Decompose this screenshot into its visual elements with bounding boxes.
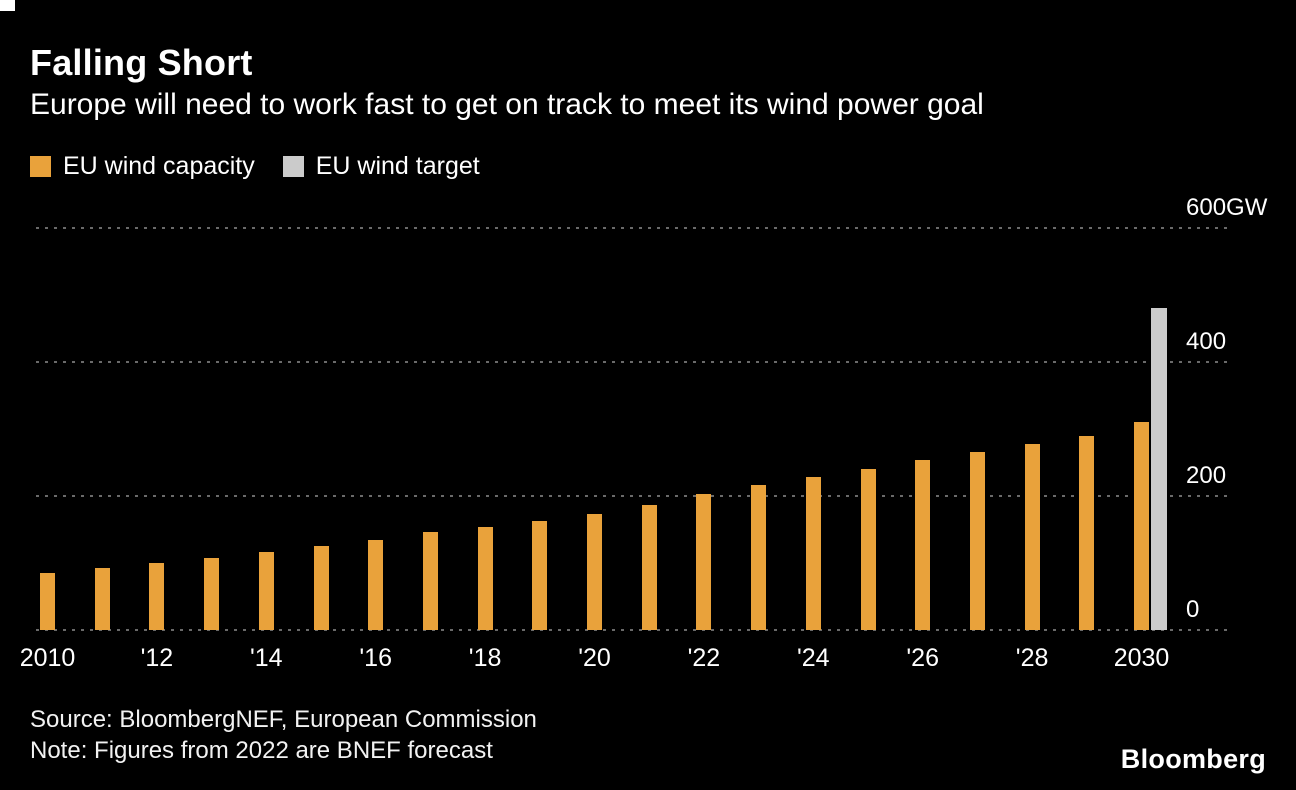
capacity-bar-2020 [587,514,602,630]
chart-subtitle: Europe will need to work fast to get on … [30,88,984,121]
x-axis-label-2028: '28 [1015,644,1049,672]
y-axis-label-0: 0 [1186,596,1200,623]
capacity-bar-2029 [1079,435,1095,630]
x-axis-label-2026: '26 [906,644,939,672]
legend-item-target: EU wind target [282,152,480,181]
x-axis-label-2022: '22 [687,644,721,672]
chart-title: Falling Short [30,42,253,83]
capacity-bar-2023 [751,485,767,630]
capacity-bar-2018 [477,527,493,630]
legend-swatch-capacity [30,156,51,177]
legend-swatch-target [282,156,304,177]
legend-label-capacity: EU wind capacity [63,152,255,180]
capacity-bar-2019 [532,520,548,630]
capacity-bar-2015 [313,546,329,630]
target-bar-2030 [1150,308,1167,630]
legend-label-target: EU wind target [315,152,480,180]
capacity-bar-2011 [94,568,110,630]
capacity-bar-2013 [204,557,220,630]
x-axis-label-2014: '14 [250,644,283,672]
legend-item-capacity: EU wind capacity [30,152,255,181]
capacity-bar-2024 [805,476,821,630]
x-axis-label-2012: '12 [140,644,174,672]
x-axis-label-2024: '24 [797,644,830,672]
capacity-bar-2030 [1134,422,1149,630]
gridline-0 [36,629,1233,631]
note-text: Note: Figures from 2022 are BNEF forecas… [30,737,493,764]
capacity-bar-2027 [969,452,985,630]
x-axis-label-2010: 2010 [19,644,76,672]
y-axis-label-400: 400 [1186,328,1227,355]
capacity-bar-2012 [149,563,165,630]
corner-mark [0,0,15,11]
x-axis-label-2020: '20 [578,644,611,672]
bloomberg-logo: Bloomberg [1120,744,1266,774]
x-axis-label-2018: '18 [468,644,502,672]
gridline-400 [36,361,1233,363]
capacity-bar-2014 [258,552,274,630]
x-axis-label-2030: 2030 [1113,644,1170,672]
x-axis-label-2016: '16 [359,644,392,672]
y-axis-label-600: 600GW [1186,194,1268,221]
capacity-bar-2026 [915,460,931,630]
capacity-bar-2016 [368,539,384,630]
legend: EU wind capacity EU wind target [30,152,480,181]
capacity-bar-2028 [1024,443,1040,630]
capacity-bar-2025 [860,468,876,630]
gridline-200 [36,495,1233,497]
capacity-bar-2022 [696,493,712,630]
y-axis-label-200: 200 [1186,462,1227,489]
capacity-bar-2017 [422,531,438,630]
capacity-bar-2021 [641,504,657,630]
source-text: Source: BloombergNEF, European Commissio… [30,706,537,733]
capacity-bar-2010 [40,573,55,630]
gridline-600 [36,227,1233,229]
